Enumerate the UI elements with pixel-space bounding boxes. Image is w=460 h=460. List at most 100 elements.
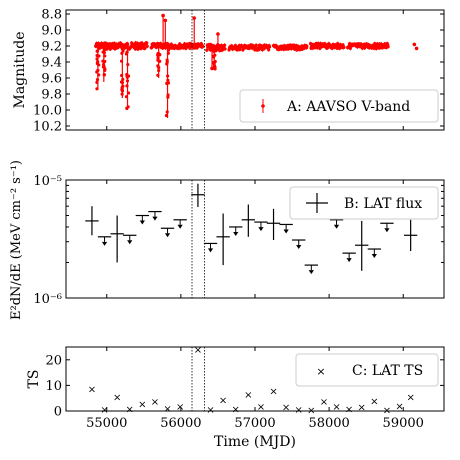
- lat-ts-point: ×: [358, 403, 366, 414]
- aavso-point: [386, 44, 390, 49]
- lat-ts-point: ×: [163, 404, 171, 415]
- panel-a-legend-box: [239, 89, 439, 123]
- aavso-point: [145, 44, 149, 48]
- aavso-point: [192, 16, 197, 20]
- x-tick-label: 55000: [86, 416, 127, 431]
- panel-a-legend: A: AAVSO V-band: [239, 89, 439, 123]
- lat-flux-upper-limit: [296, 245, 302, 250]
- aavso-point: [254, 43, 258, 47]
- x-tick-label: 58000: [308, 416, 349, 431]
- aavso-point: [161, 13, 165, 18]
- lat-flux-upper-limit: [101, 241, 108, 246]
- panel-b-x-ticks: [106, 180, 404, 298]
- panel-a-legend-label: A: AAVSO V-band: [286, 99, 410, 115]
- panel-c-legend-label: C: LAT TS: [352, 363, 423, 379]
- lat-ts-point: ×: [332, 402, 340, 413]
- aavso-point: [143, 46, 147, 50]
- lat-ts-point: ×: [88, 385, 96, 396]
- lat-ts-point: ×: [194, 345, 202, 356]
- y-tick-label: 10: [45, 379, 62, 394]
- panel-a-y-ticks: 8.89.09.29.49.69.810.010.2: [33, 8, 444, 135]
- panel-c-legend-box: [295, 353, 439, 387]
- aavso-point: [412, 42, 417, 47]
- y-tick-label: 10.2: [33, 120, 62, 135]
- y-tick-label: 8.8: [41, 8, 62, 23]
- panel-c-x-ticks: 55000 56000 57000 58000 59000: [86, 347, 424, 431]
- lat-ts-point: ×: [395, 401, 403, 412]
- lat-ts-point: ×: [219, 396, 227, 407]
- lat-ts-point: ×: [406, 392, 414, 403]
- lat-flux-upper-limit: [127, 240, 133, 245]
- panel-c-ylabel: TS: [26, 370, 42, 389]
- panel-c-legend: × C: LAT TS: [295, 353, 439, 387]
- lat-flux-upper-limit: [152, 216, 158, 221]
- y-tick-label: 9.4: [41, 56, 62, 71]
- aavso-point: [267, 48, 271, 52]
- y-tick-label: 9.2: [41, 40, 62, 55]
- lat-ts-point: ×: [345, 404, 353, 415]
- x-tick-label: 57000: [234, 416, 275, 431]
- y-tick-label: 9.6: [41, 72, 62, 87]
- lat-flux-upper-limit: [346, 258, 352, 263]
- aavso-point: [201, 44, 205, 48]
- panel-c-y-ticks: 0 10 20: [45, 353, 444, 420]
- x-tick-label: 56000: [160, 416, 201, 431]
- panel-b-y-ticks: 10⁻⁵ 10⁻⁶: [33, 174, 444, 307]
- aavso-point: [108, 47, 112, 51]
- aavso-point: [205, 48, 209, 52]
- lat-ts-point: ×: [176, 402, 184, 413]
- lat-flux-upper-limit: [164, 233, 171, 238]
- panel-b-legend: B: LAT flux: [289, 186, 439, 220]
- aavso-point: [267, 45, 272, 49]
- lat-ts-point: ×: [244, 390, 252, 401]
- aavso-point: [414, 46, 419, 51]
- lat-flux-upper-limit: [371, 254, 377, 259]
- lat-ts-point: ×: [269, 387, 277, 398]
- aavso-point: [163, 46, 168, 50]
- aavso-point: [133, 47, 137, 51]
- lat-flux-upper-limit: [139, 220, 145, 225]
- y-tick-label: 10.0: [33, 104, 62, 119]
- y-tick-label: 10⁻⁵: [33, 174, 62, 189]
- aavso-point: [145, 41, 149, 45]
- lat-flux-upper-limit: [333, 224, 340, 229]
- lat-ts-point: ×: [320, 397, 328, 408]
- lat-ts-point: ×: [282, 403, 290, 414]
- panel-a-data: [94, 10, 419, 130]
- aavso-point: [163, 18, 168, 23]
- panel-b-legend-label: B: LAT flux: [344, 196, 422, 212]
- x-axis-title: Time (MJD): [214, 434, 296, 450]
- y-tick-label: 10⁻⁶: [33, 292, 62, 307]
- lat-flux-upper-limit: [207, 248, 214, 253]
- panel-a: 8.89.09.29.49.69.810.010.2 Magnitude A: …: [12, 8, 445, 135]
- lat-ts-point: ×: [138, 399, 146, 410]
- panel-a-x-ticks: [106, 10, 404, 130]
- aavso-point: [223, 47, 227, 51]
- lat-flux-upper-limit: [233, 231, 239, 236]
- lat-ts-point: ×: [151, 397, 159, 408]
- lat-flux-upper-limit: [283, 229, 289, 234]
- aavso-point: [216, 32, 220, 36]
- y-tick-label: 9.8: [41, 88, 62, 103]
- aavso-point: [223, 43, 227, 47]
- x-tick-label: 59000: [383, 416, 424, 431]
- aavso-point: [210, 66, 214, 71]
- lat-flux-upper-limit: [177, 224, 183, 229]
- aavso-point: [318, 46, 322, 50]
- panel-c-legend-marker: ×: [316, 365, 325, 378]
- lat-ts-point: ×: [370, 396, 378, 407]
- panel-a-legend-marker: [261, 104, 265, 108]
- panel-b-ylabel: E²dN/dE (MeV cm⁻² s⁻¹): [9, 160, 24, 320]
- aavso-point: [305, 44, 309, 48]
- y-tick-label: 9.0: [41, 24, 62, 39]
- lat-ts-point: ×: [232, 404, 240, 415]
- panel-b: 10⁻⁵ 10⁻⁶ E²dN/dE (MeV cm⁻² s⁻¹) B: LAT f…: [9, 160, 445, 320]
- panel-b-legend-box: [289, 186, 439, 220]
- lat-flux-upper-limit: [384, 228, 390, 233]
- aavso-point: [342, 45, 346, 49]
- y-tick-label: 20: [45, 353, 62, 368]
- y-tick-label: 0: [54, 405, 62, 420]
- lat-ts-point: ×: [113, 392, 121, 403]
